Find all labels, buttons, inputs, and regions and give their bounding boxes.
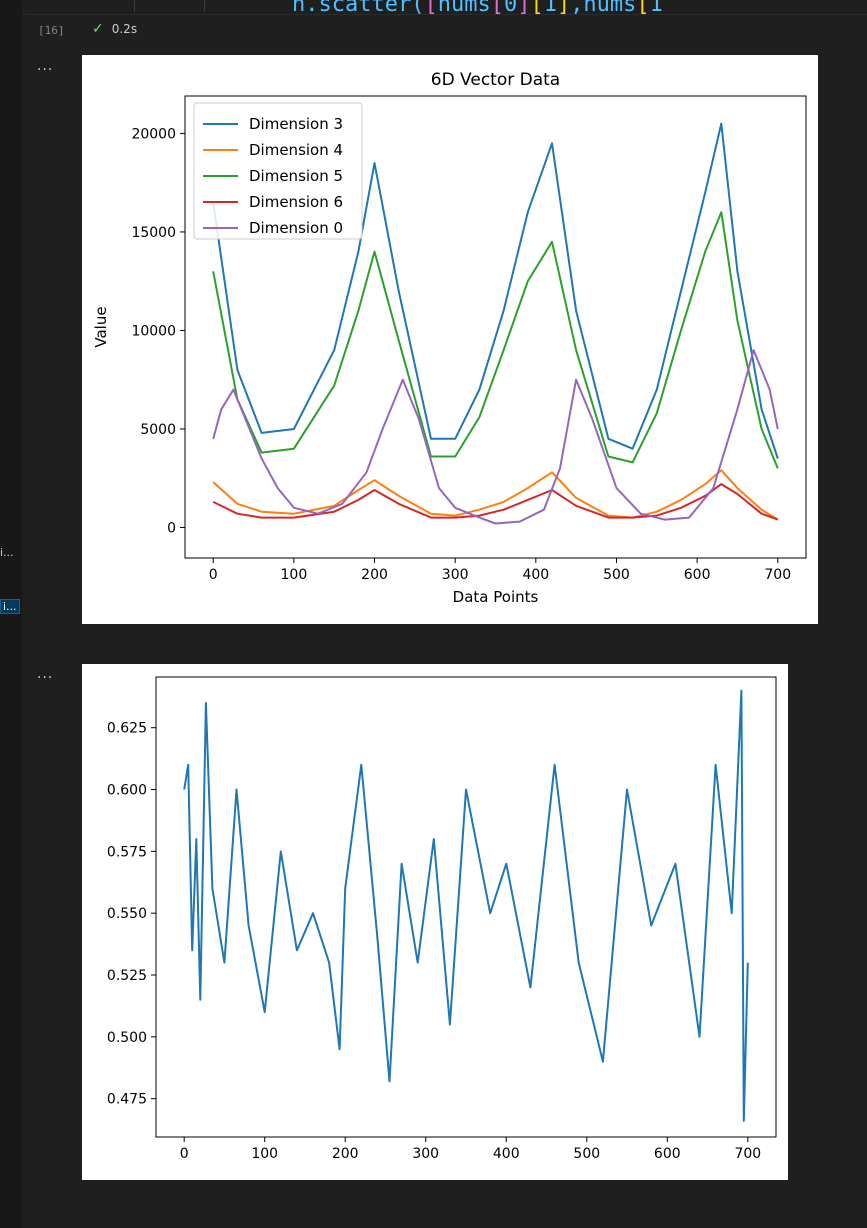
- legend-entry: Dimension 5: [249, 167, 343, 185]
- execution-status: ✓ 0.2s: [92, 21, 137, 37]
- check-icon: ✓: [92, 21, 104, 37]
- series-line: [212, 122, 779, 459]
- x-tick-label: 300: [412, 1146, 439, 1162]
- series-line: [212, 349, 779, 525]
- code-token: ,nums: [570, 0, 637, 17]
- code-token: ]: [556, 0, 571, 17]
- code-token: 1: [543, 0, 557, 17]
- x-tick-label: 600: [684, 567, 711, 583]
- sidebar-item-selected[interactable]: i...: [0, 599, 20, 614]
- cell-divider: [204, 0, 205, 12]
- code-line-fragment: n.scatter([nums[0][1],nums[1: [22, 0, 867, 17]
- legend-frame: [193, 102, 363, 240]
- x-tick-label: 400: [493, 1146, 520, 1162]
- code-token: [: [530, 0, 544, 17]
- y-tick-label: 0.500: [107, 1030, 147, 1046]
- cell-divider: [134, 0, 135, 12]
- axes-frame: [184, 95, 807, 559]
- code-token: nums: [437, 0, 491, 17]
- code-token: 1: [649, 0, 663, 17]
- x-tick-label: 100: [251, 1146, 278, 1162]
- x-tick-label: 600: [654, 1146, 681, 1162]
- x-tick-label: 500: [603, 567, 630, 583]
- series-line: [212, 469, 779, 521]
- x-tick-label: 0: [209, 567, 218, 583]
- x-tick-label: 300: [442, 567, 469, 583]
- x-tick-label: 700: [734, 1146, 761, 1162]
- y-tick-label: 0.600: [107, 783, 147, 799]
- chart-title: 6D Vector Data: [431, 70, 560, 90]
- legend-entry: Dimension 6: [249, 193, 343, 211]
- y-axis-label: Value: [92, 306, 110, 347]
- y-tick-label: 0.575: [107, 844, 147, 860]
- vector-data-chart: 0 100 200 300 400 500 600 700 0 5000 10000 15000 200…: [92, 70, 807, 606]
- code-token: [: [490, 0, 504, 17]
- x-tick-label: 500: [573, 1146, 600, 1162]
- output-more-button[interactable]: ...: [37, 58, 54, 74]
- legend-entry: Dimension 4: [249, 141, 343, 159]
- y-tick-label: 5000: [140, 422, 176, 438]
- code-token: [: [424, 0, 438, 17]
- plot-output-vector-data: 0 100 200 300 400 500 600 700 0 5000 10000 15000 200…: [82, 55, 818, 624]
- x-axis-label: Data Points: [453, 588, 539, 606]
- x-tick-label: 0: [180, 1146, 189, 1162]
- series-line: [183, 689, 749, 1122]
- sidebar-item[interactable]: i...: [0, 546, 14, 559]
- series-chart: 0 100 200 300 400 500 600 700 0.475 0.500 0.525 0.5…: [107, 676, 777, 1162]
- y-tick-label: 10000: [131, 323, 176, 339]
- execution-duration: 0.2s: [111, 22, 138, 36]
- y-tick-label: 20000: [131, 126, 176, 142]
- legend-entry: Dimension 3: [249, 115, 343, 133]
- x-tick-label: 100: [281, 567, 308, 583]
- code-token: [: [636, 0, 650, 17]
- y-tick-label: 0.525: [107, 968, 147, 984]
- y-tick-label: 0.550: [107, 906, 147, 922]
- plot-output-series: 0 100 200 300 400 500 600 700 0.475 0.500 0.525 0.5…: [82, 664, 788, 1180]
- x-tick-label: 700: [764, 567, 791, 583]
- cell-gutter: [22, 0, 30, 1228]
- y-tick-label: 0.625: [107, 721, 147, 737]
- code-token: ]: [517, 0, 531, 17]
- y-tick-label: 0: [167, 520, 176, 536]
- code-fragment[interactable]: n.scatter([nums[0][1],nums[1: [292, 0, 663, 17]
- y-tick-label: 15000: [131, 225, 176, 241]
- x-tick-label: 200: [361, 567, 388, 583]
- series-line: [212, 211, 779, 469]
- axes-frame: [155, 676, 777, 1138]
- x-tick-label: 400: [522, 567, 549, 583]
- y-tick-label: 0.475: [107, 1092, 147, 1108]
- execution-count: [16]: [38, 24, 65, 37]
- code-token: 0: [503, 0, 518, 17]
- output-more-button[interactable]: ...: [37, 666, 54, 682]
- legend-entry: Dimension 0: [249, 219, 343, 237]
- activity-strip: [0, 0, 23, 1228]
- chart-legend: Dimension 3 Dimension 4 Dimension 5 Dimensi…: [193, 102, 363, 240]
- x-tick-label: 200: [332, 1146, 359, 1162]
- code-token: n.scatter(: [292, 0, 425, 17]
